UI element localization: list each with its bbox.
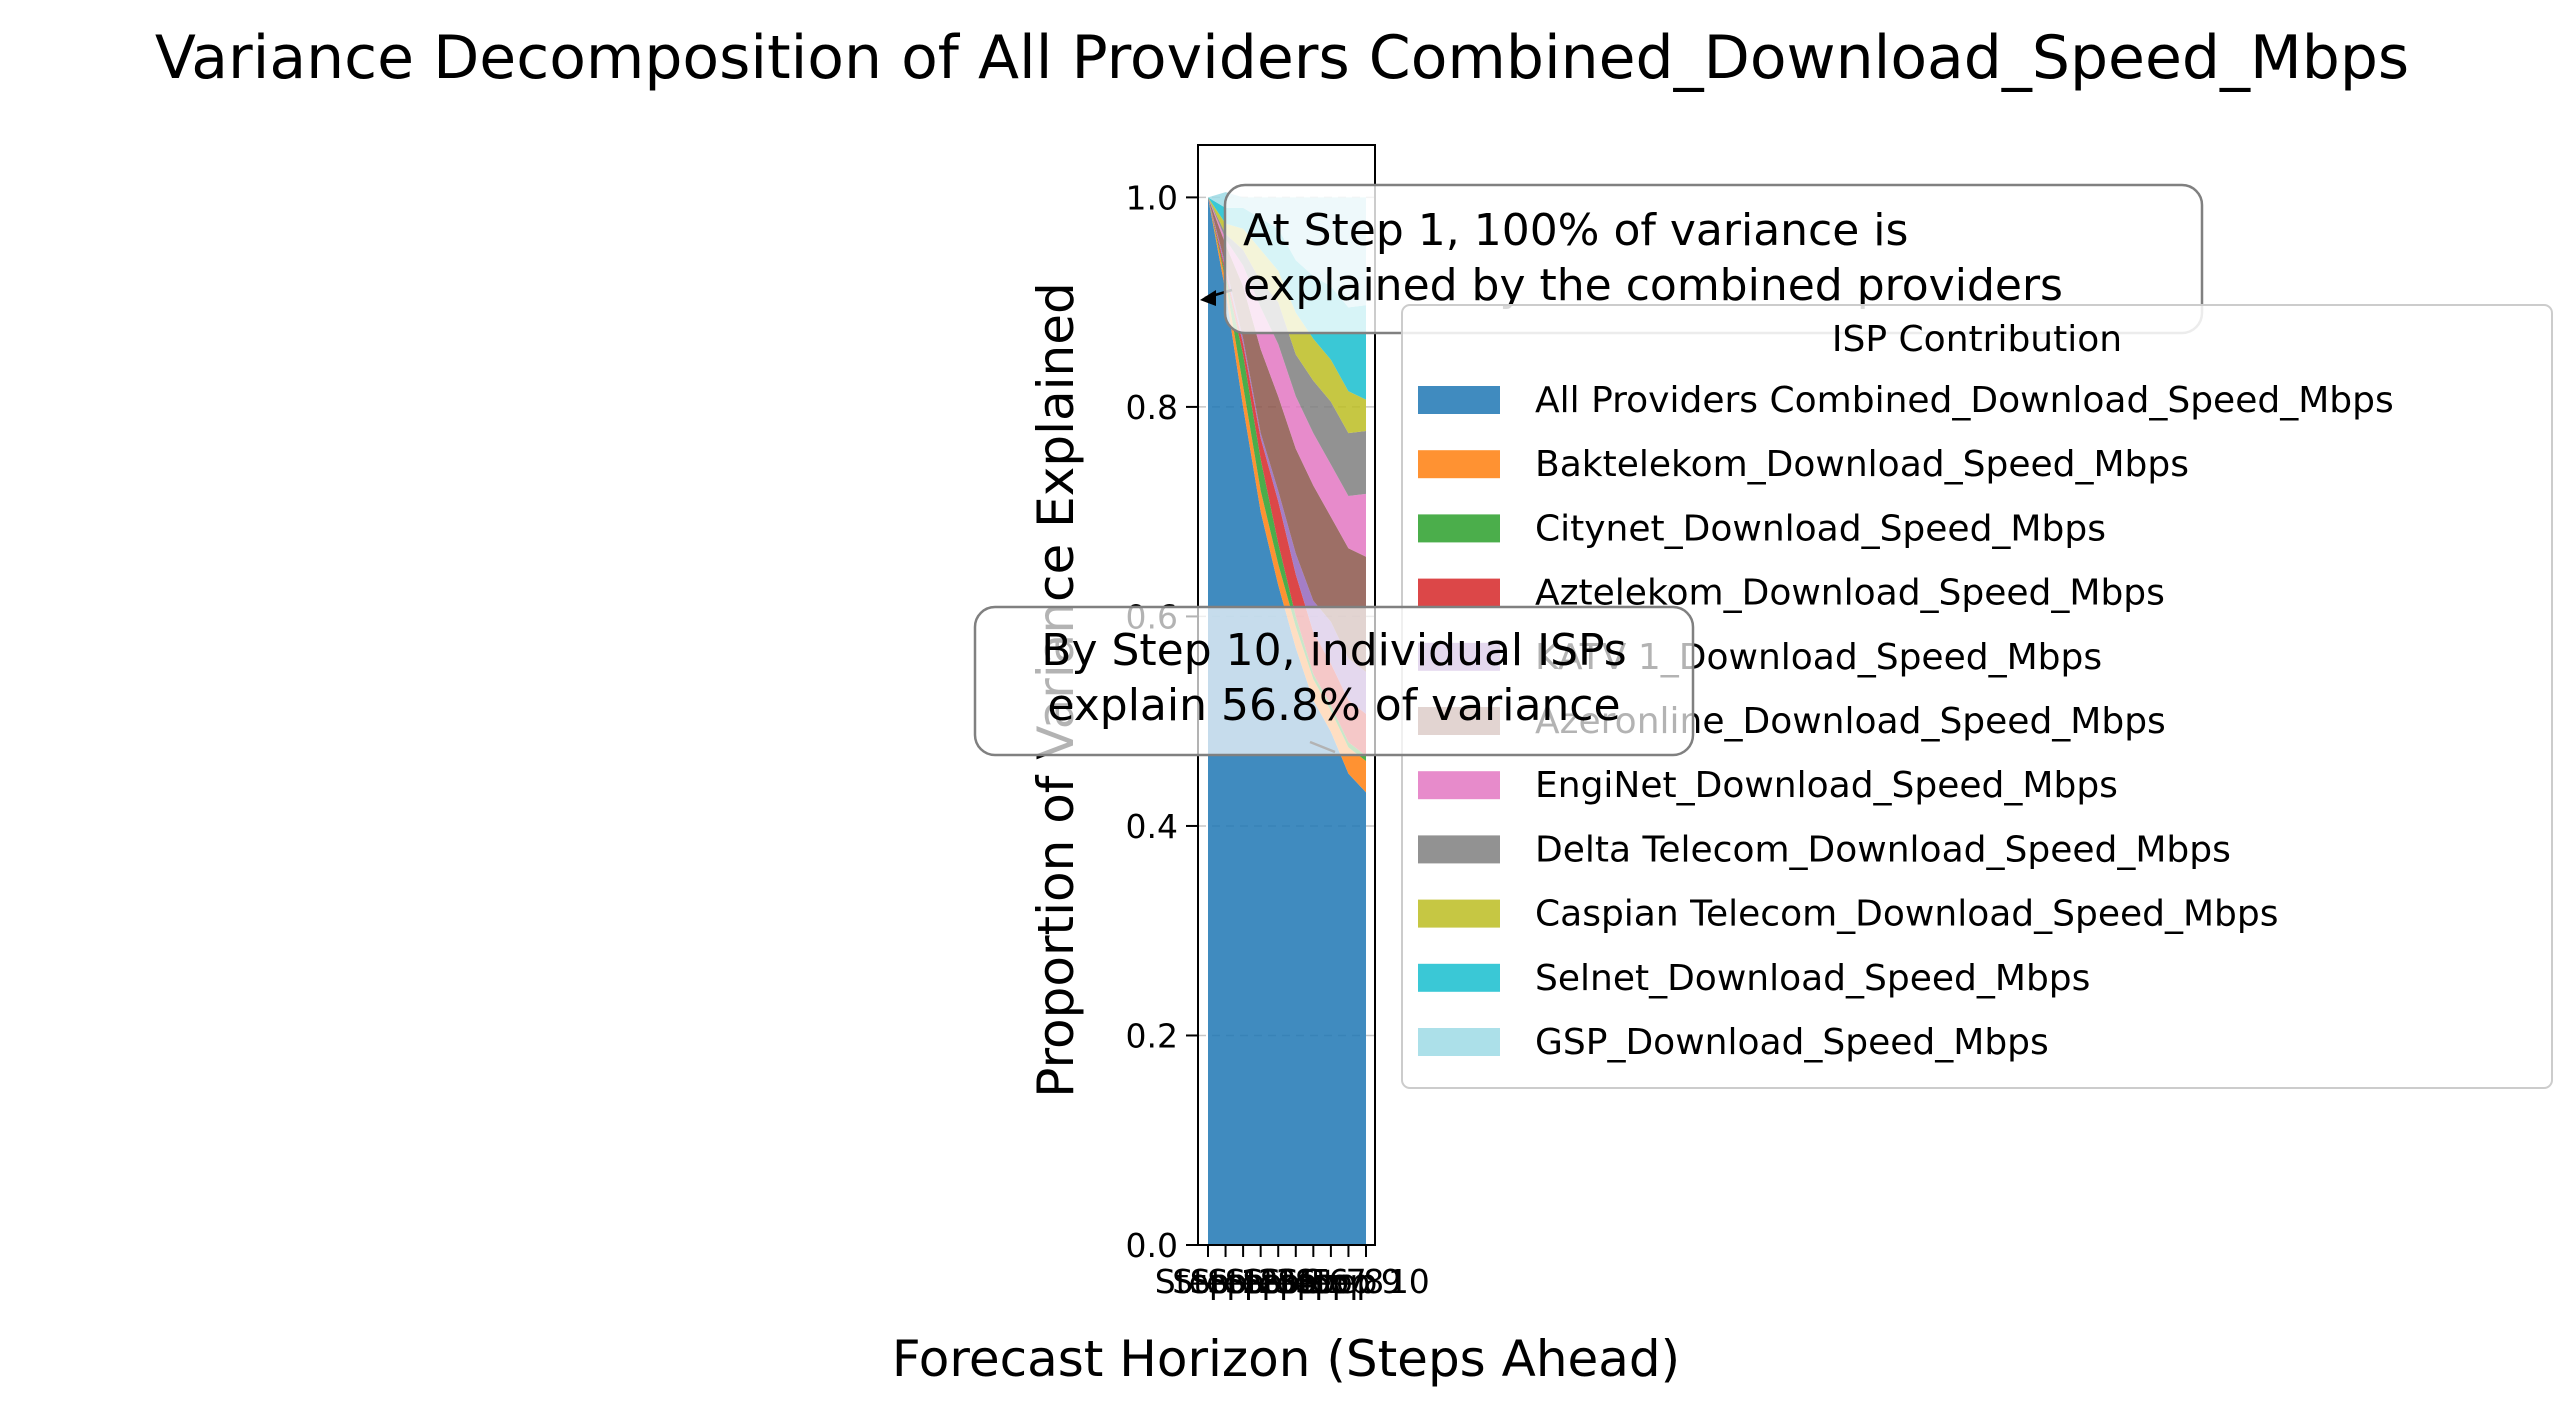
x-tick-label: Step 10 [1302, 1262, 1430, 1301]
annotation-step10-line2: explain 56.8% of variance [1047, 680, 1620, 731]
legend-label: Selnet_Download_Speed_Mbps [1535, 958, 2090, 999]
x-tick-label: Step 2 [1172, 1262, 1279, 1301]
x-tick-label: Step 8 [1278, 1262, 1385, 1301]
legend-swatch [1418, 450, 1500, 479]
legend-swatch [1418, 386, 1500, 414]
legend-swatch [1418, 771, 1500, 800]
x-tick-label: Step 6 [1242, 1262, 1349, 1301]
y-tick-label: 0.8 [1126, 388, 1178, 427]
annotation-step1-line2: explained by the combined providers [1243, 260, 2063, 311]
legend-title: ISP Contribution [1832, 319, 2122, 360]
annotation-step10-line1: By Step 10, individual ISPs [1041, 625, 1626, 676]
legend-label: GSP_Download_Speed_Mbps [1535, 1022, 2049, 1063]
legend-label: Citynet_Download_Speed_Mbps [1535, 508, 2106, 549]
legend-swatch [1418, 578, 1500, 607]
annotation-step10-box [973, 605, 1695, 757]
annotation-step1-line1: At Step 1, 100% of variance is [1243, 205, 1908, 256]
legend-label: All Providers Combined_Download_Speed_Mb… [1535, 380, 2394, 421]
x-axis-label: Forecast Horizon (Steps Ahead) [892, 1330, 1680, 1388]
chart-title: Variance Decomposition of All Providers … [155, 23, 2409, 93]
annotation-step10: By Step 10, individual ISPs explain 56.8… [973, 605, 1695, 757]
y-tick-label: 0.2 [1126, 1016, 1178, 1055]
legend-label: Baktelekom_Download_Speed_Mbps [1535, 444, 2189, 485]
legend-label: Caspian Telecom_Download_Speed_Mbps [1535, 894, 2279, 935]
legend: ISP Contribution All Providers Combined_… [1401, 304, 2553, 1089]
x-tick-label: Step 4 [1207, 1262, 1314, 1301]
x-tick-label: Step 9 [1295, 1262, 1402, 1301]
legend-swatch [1418, 1028, 1500, 1056]
x-tick-label: Step 7 [1260, 1262, 1367, 1301]
x-tick-label: Step 3 [1190, 1262, 1297, 1301]
legend-label: Delta Telecom_Download_Speed_Mbps [1535, 829, 2231, 870]
legend-swatch [1418, 899, 1500, 928]
x-tick-label: Step 1 [1155, 1262, 1262, 1301]
legend-label: EngiNet_Download_Speed_Mbps [1535, 765, 2118, 806]
y-tick-label: 0.4 [1126, 807, 1178, 846]
x-tick-label: Step 5 [1225, 1262, 1332, 1301]
legend-swatch [1418, 963, 1500, 992]
legend-swatch [1418, 514, 1500, 543]
y-tick-label: 1.0 [1126, 178, 1178, 217]
annotation-step1: At Step 1, 100% of variance is explained… [1200, 183, 2204, 335]
area-series [1208, 197, 1366, 400]
y-tick-label: 0.0 [1126, 1226, 1178, 1265]
legend-swatch [1418, 835, 1500, 864]
annotation-step1-arrowhead [1200, 290, 1216, 306]
